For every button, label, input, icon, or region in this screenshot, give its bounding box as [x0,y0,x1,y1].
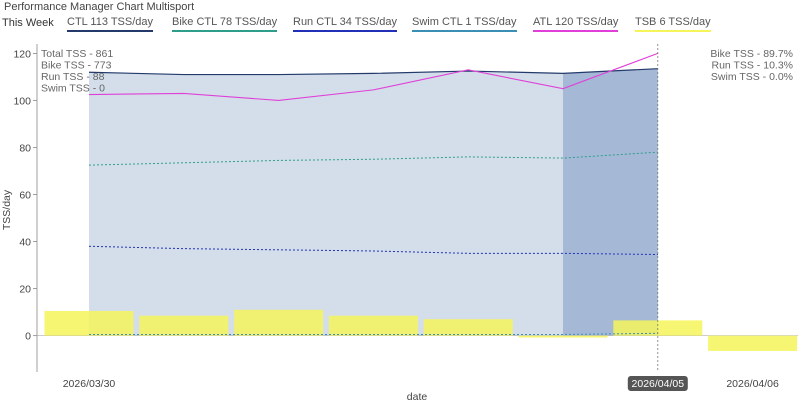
current-week-area [563,68,658,336]
stat-right-1: Run TSS - 10.3% [711,60,793,72]
legend-week-label: This Week [2,17,54,29]
y-tick-label: 100 [13,95,31,107]
x-tick-label: 2026/03/30 [63,378,116,390]
bike-ctl-line[interactable] [88,151,658,166]
chart-title: Performance Manager Chart Multisport [4,1,195,13]
tsb-bar-2026-03-30[interactable] [44,310,134,336]
tsb-bar-2026-04-01[interactable] [234,309,324,336]
run-ctl-line[interactable] [88,245,658,256]
legend-item-swim-ctl[interactable]: Swim CTL 1 TSS/day [412,16,517,32]
x-tick-label-current: 2026/04/05 [632,378,685,390]
x-axis-title: date [407,391,428,403]
y-axis-title: TSS/day [1,189,13,230]
stat-right-0: Bike TSS - 89.7% [710,48,793,60]
swim-ctl-line[interactable] [89,332,658,335]
legend-item-atl[interactable]: ATL 120 TSS/day [533,16,619,32]
y-tick-label: 40 [19,237,31,249]
stat-left-0: Total TSS - 861 [41,48,113,60]
legend-item-bike-ctl[interactable]: Bike CTL 78 TSS/day [172,16,278,32]
legend-item-run-ctl[interactable]: Run CTL 34 TSS/day [293,16,397,32]
tsb-bar-2026-04-06[interactable] [708,335,798,351]
legend-item-tsb[interactable]: TSB 6 TSS/day [635,16,711,32]
ctl-line[interactable] [88,68,658,76]
legend-item-ctl[interactable]: CTL 113 TSS/day [67,16,154,32]
stat-right-2: Swim TSS - 0.0% [711,71,793,83]
tsb-bar-2026-04-02[interactable] [328,315,418,336]
y-tick-label: 120 [13,48,31,60]
y-tick-label: 0 [25,331,31,343]
stat-left-3: Swim TSS - 0 [41,83,105,95]
current-date-badge [627,376,688,391]
y-tick-label: 60 [19,190,31,202]
stat-left-2: Run TSS - 88 [41,71,105,83]
tsb-bar-2026-03-31[interactable] [139,315,229,336]
ctl-area [89,68,658,336]
x-tick-label: 2026/04/06 [726,378,779,390]
y-tick-label: 80 [19,142,31,154]
tsb-bar-2026-04-03[interactable] [423,319,513,336]
tsb-bar-2026-04-04[interactable] [518,335,608,338]
y-tick-label: 20 [19,284,31,296]
stat-left-1: Bike TSS - 773 [41,60,112,72]
legend-bar: This Week CTL 113 TSS/day Bike CTL 78 TS… [0,14,800,32]
atl-line[interactable] [88,52,658,102]
